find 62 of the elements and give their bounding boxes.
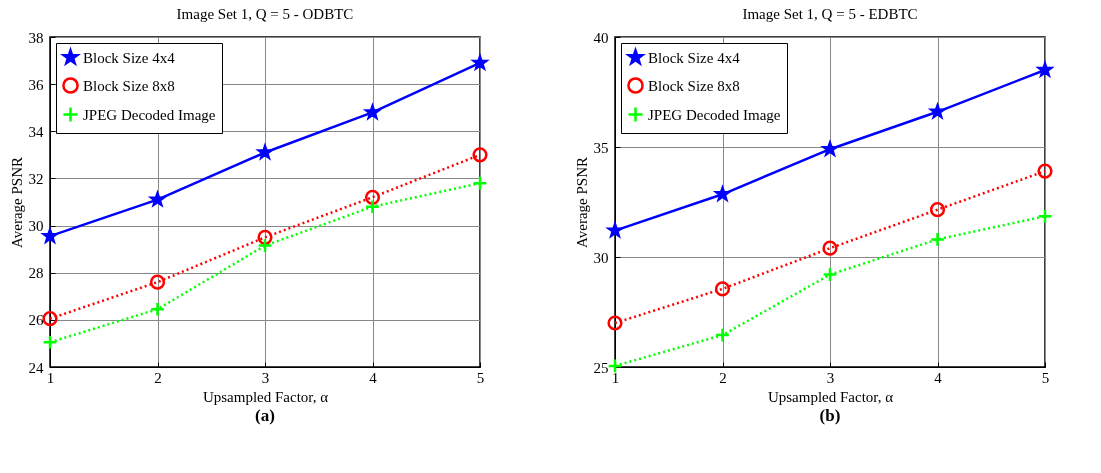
y-tick-label: 25 (593, 359, 609, 376)
point (255, 142, 274, 161)
legend-label: Block Size 8x8 (83, 77, 175, 94)
point (714, 327, 731, 343)
x-tick-label: 1 (46, 369, 55, 386)
point (149, 301, 166, 317)
legend-label: Block Size 4x4 (83, 49, 176, 66)
x-tick-label: 2 (154, 369, 162, 386)
point (472, 147, 488, 163)
point (364, 189, 381, 205)
point (1037, 163, 1053, 179)
text: (a) (255, 406, 275, 425)
x-tick-label: 4 (934, 369, 943, 386)
x-tick-label: 2 (719, 369, 727, 386)
point (929, 231, 946, 247)
x-tick-label: 5 (1041, 369, 1050, 386)
y-tick-label: 30 (28, 218, 44, 235)
y-tick-label: 32 (28, 170, 44, 187)
y-tick-label: 38 (28, 29, 44, 46)
chart-title: Image Set 1, Q = 5 - ODBTC (176, 6, 354, 22)
y-tick-label: 26 (28, 312, 44, 329)
point (820, 139, 838, 158)
x-tick-label: 5 (476, 369, 485, 386)
x-axis-title: Upsampled Factor, α (767, 388, 894, 405)
legend-label: JPEG Decoded Image (648, 106, 781, 123)
point (470, 53, 490, 72)
x-axis-title: Upsampled Factor, α (202, 388, 329, 405)
y-tick-label: 24 (28, 359, 44, 376)
x-tick-label: 3 (261, 369, 270, 386)
legend-label: Block Size 4x4 (648, 49, 741, 66)
y-tick-label: 28 (28, 265, 44, 282)
x-tick-label: 4 (369, 369, 378, 386)
point (714, 281, 731, 297)
point (42, 311, 58, 327)
y-tick-label: 36 (28, 76, 44, 93)
point (472, 175, 488, 191)
point (257, 238, 273, 254)
point (364, 199, 381, 215)
y-axis-title: Average PSNR (8, 157, 25, 248)
y-tick-label: 35 (593, 139, 609, 156)
point (42, 334, 58, 350)
y-tick-label: 40 (593, 29, 609, 46)
point (1037, 208, 1053, 224)
point (929, 202, 946, 218)
point (822, 240, 838, 256)
legend-label: JPEG Decoded Image (83, 106, 216, 123)
y-tick-label: 30 (593, 249, 609, 266)
text: (b) (819, 406, 841, 425)
x-tick-label: 1 (611, 369, 620, 386)
point (713, 184, 732, 203)
point (363, 102, 382, 121)
x-tick-label: 3 (826, 369, 835, 386)
point (607, 315, 623, 331)
point (1035, 60, 1055, 79)
legend-label: Block Size 8x8 (648, 77, 740, 94)
point (822, 267, 838, 283)
chart-title: Image Set 1, Q = 5 - EDBTC (742, 6, 918, 22)
point (607, 358, 623, 374)
y-tick-label: 34 (28, 123, 44, 140)
point (257, 229, 273, 245)
y-axis-title: Average PSNR (573, 157, 590, 248)
point (149, 274, 166, 290)
